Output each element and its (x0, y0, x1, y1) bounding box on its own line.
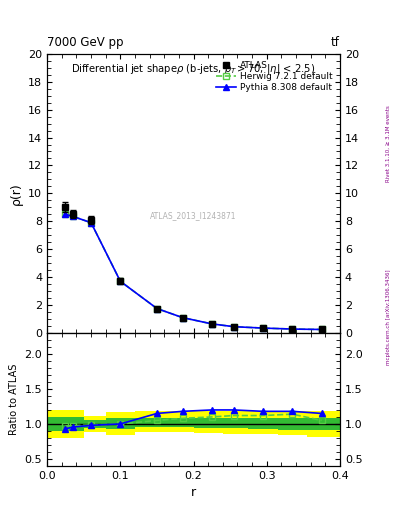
Text: 7000 GeV pp: 7000 GeV pp (47, 36, 124, 49)
Y-axis label: Ratio to ATLAS: Ratio to ATLAS (9, 364, 19, 435)
Y-axis label: ρ(r): ρ(r) (9, 182, 23, 205)
Text: Differential jet shape$\rho$ (b-jets, $p_T$$>$70, |$\eta$| < 2.5): Differential jet shape$\rho$ (b-jets, $p… (72, 62, 316, 76)
Text: ATLAS_2013_I1243871: ATLAS_2013_I1243871 (150, 211, 237, 220)
Text: tf: tf (331, 36, 340, 49)
X-axis label: r: r (191, 486, 196, 499)
Legend: ATLAS, Herwig 7.2.1 default, Pythia 8.308 default: ATLAS, Herwig 7.2.1 default, Pythia 8.30… (213, 58, 336, 95)
Text: Rivet 3.1.10, ≥ 3.1M events: Rivet 3.1.10, ≥ 3.1M events (386, 105, 391, 182)
Text: mcplots.cern.ch [arXiv:1306.3436]: mcplots.cern.ch [arXiv:1306.3436] (386, 270, 391, 365)
